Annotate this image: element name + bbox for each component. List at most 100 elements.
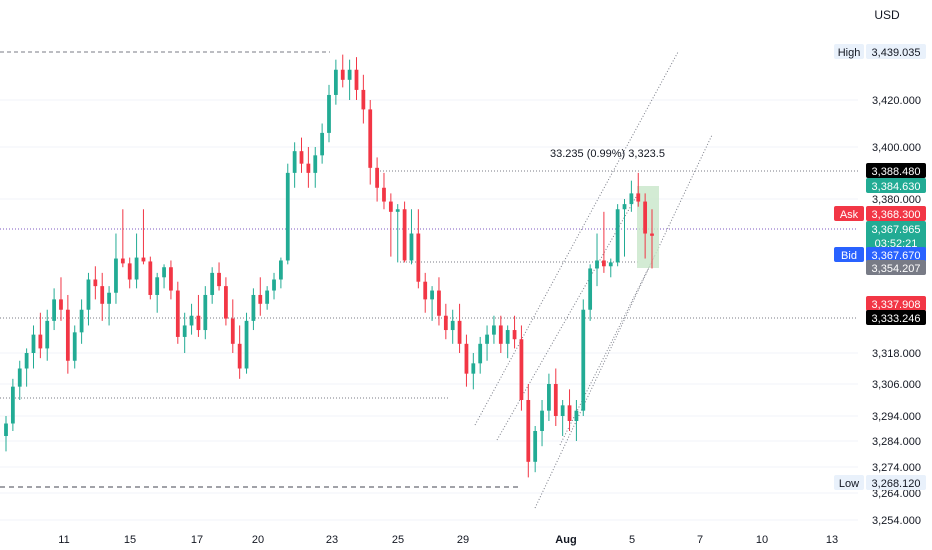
price-tag-label: 3,368.300 [872,209,921,221]
x-tick-label: 5 [629,534,635,546]
candle-body [643,201,648,234]
candle-body [237,343,242,369]
candle-body [505,330,510,344]
y-tick-label: 3,284.000 [872,436,921,448]
x-tick-label: 7 [697,534,703,546]
price-tag-label: 3,384.630 [872,181,921,193]
candle-body [526,400,531,462]
candle-body [4,423,8,436]
candle-body [320,132,325,156]
candle-body [272,279,276,291]
candle-body [498,325,503,344]
candle-body [622,204,627,210]
candle-body [485,334,489,344]
x-tick-label: 25 [392,534,404,546]
candle-body [24,353,29,369]
candle-body [285,172,290,261]
price-tag-label: 3,333.246 [872,313,921,325]
candle-body [492,325,496,335]
price-tag-label: 3,367.670 [872,250,921,262]
y-tick-label: 3,274.000 [872,462,921,474]
candle-body [79,309,84,333]
price-tag-bg [866,247,926,262]
x-tick-label: 20 [252,534,264,546]
candle-body [45,320,50,349]
candle-body [169,267,173,291]
price-tag-bg [866,221,926,251]
price-tag-prefix-bg [834,247,864,262]
candle-body [327,94,331,133]
candle-body [402,209,407,261]
y-tick-label: 3,306.000 [872,379,921,391]
y-tick-label: 3,420.000 [872,95,921,107]
price-tag-prefix-bg [834,475,864,490]
candle-body [478,343,483,364]
price-tag-label: 3,388.480 [872,166,921,178]
candle-body [437,290,441,316]
candle-body [608,262,613,267]
price-tag-prefix-bg [834,206,864,221]
trend-line [559,254,656,446]
price-tag-prefix-bg [834,44,864,59]
currency-selector[interactable]: USD [862,4,912,26]
candle-body [540,410,544,431]
candle-body [588,268,593,310]
candle-body [650,233,654,236]
candle-body [629,193,634,205]
price-tag-label: 3,268.120 [872,478,921,490]
price-tag-prefix: Ask [840,209,859,221]
x-tick-label: 11 [58,534,69,546]
candle-body [547,384,551,411]
x-tick-label: 17 [191,534,203,546]
candle-body [17,368,22,387]
y-tick-label: 3,318.000 [872,348,921,360]
candle-body [464,343,469,374]
candle-body [395,209,400,212]
candle-body [512,330,517,340]
candle-body [107,292,111,304]
candle-body [313,155,318,173]
candle-body [340,69,345,80]
candle-body [210,272,215,295]
candle-body [457,320,462,344]
candle-body [59,299,63,310]
price-tag-bg [866,44,926,59]
price-tag-prefix: High [838,47,861,59]
candle-body [347,69,352,80]
x-tick-label: 29 [457,534,469,546]
candle-body [251,294,256,321]
candle-body [560,405,565,416]
candle-body [38,334,43,349]
candle-body [141,257,146,262]
candle-body [368,109,373,168]
trend-line [534,134,713,509]
price-tag-bg [866,163,926,178]
candle-body [203,294,208,331]
y-tick-label: 3,254.000 [872,515,921,527]
candle-body [636,193,641,202]
candle-body [52,299,56,321]
candle-body [388,201,393,212]
candle-body [114,258,118,293]
candle-body [615,209,620,263]
candle-body [127,263,132,280]
candle-body [299,151,304,164]
candle-body [31,334,36,353]
price-tag-bg [866,475,926,490]
price-tag-prefix: Bid [841,250,857,262]
candle-body [162,267,166,278]
candle-body [230,318,235,344]
x-tick-label: 13 [826,534,838,546]
candle-body [361,89,366,110]
x-tick-label: 23 [326,534,338,546]
y-tick-label: 3,400.000 [872,142,921,154]
candle-body [567,405,572,421]
price-tag-prefix: Low [839,478,859,490]
candle-body [196,315,201,331]
candle-body [134,257,139,280]
candle-body [148,261,153,295]
candle-body [189,315,194,326]
price-tag-bg [866,206,926,221]
candle-body [450,320,455,331]
